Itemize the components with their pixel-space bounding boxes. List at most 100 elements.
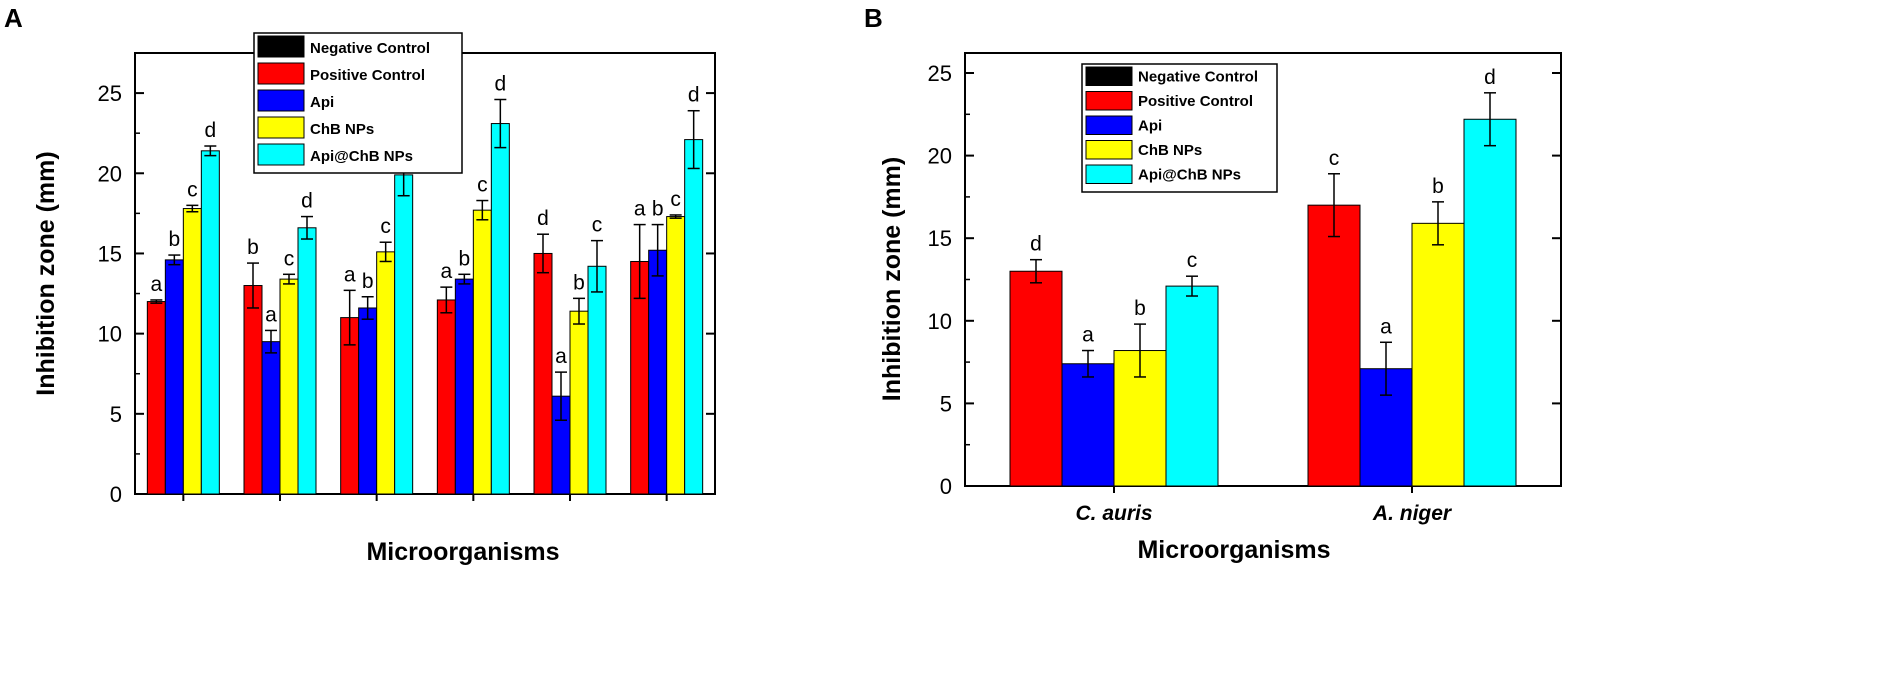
panel-a-y-axis-title: Inhibition zone (mm)	[32, 151, 60, 395]
panel-a-x-axis-title: Microorganisms	[366, 538, 559, 566]
panel-b-y-tick-label: 20	[928, 144, 952, 169]
panel-a-legend-label-negative-control: Negative Control	[310, 40, 430, 57]
panel-a-significance-letter: a	[344, 263, 356, 286]
panel-a-bar-chb-nps	[472, 209, 492, 495]
panel-b-x-axis-title: Microorganisms	[1137, 536, 1330, 564]
panel-b-legend-label-chb-nps: ChB NPs	[1138, 142, 1202, 159]
panel-a-significance-letter: c	[187, 178, 198, 201]
panel-b-significance-letter: c	[1187, 249, 1198, 272]
panel-a-significance-letter: d	[537, 207, 549, 230]
panel-a-significance-letter: d	[204, 119, 216, 142]
panel-a-significance-letter: b	[247, 236, 259, 259]
panel-b-y-axis: 0 5 10 15 20 25	[928, 61, 1561, 499]
panel-b-significance-letter: a	[1082, 324, 1094, 347]
panel-a-y-axis: 0 5 10 15 20 25	[98, 81, 715, 507]
panel-b-significance-letter: d	[1030, 233, 1042, 256]
panel-a-significance-letter: a	[265, 303, 277, 326]
panel-a-significance-letter: d	[301, 190, 313, 213]
panel-a-bar-api	[164, 259, 184, 495]
panel-b-letter: B	[864, 3, 883, 33]
panel-b-y-tick-label: 5	[940, 391, 952, 416]
panel-b-significance-letter: a	[1380, 315, 1392, 338]
panel-b-legend-label-positive-control: Positive Control	[1138, 93, 1253, 110]
panel-a-legend-swatch-api-chb-nps	[257, 143, 305, 166]
panel-a-bar-api	[358, 307, 378, 495]
panel-b: B 0 5 10 15 20 25 C. auris A. niger d a b c c a b d I…	[864, 3, 1562, 564]
panel-b-significance-letter: c	[1329, 147, 1340, 170]
panel-b-legend-swatch-chb-nps	[1085, 140, 1133, 160]
panel-a-bars: abcdbacdabcdabcddabcabcd	[146, 73, 704, 495]
panel-b-category-label: C. auris	[1075, 502, 1152, 525]
panel-a-bar-api-chb-nps	[587, 265, 607, 495]
panel-b-y-tick-label: 25	[928, 61, 952, 86]
panel-a-significance-letter: d	[688, 84, 700, 107]
panel-a-bar-chb-nps	[666, 216, 686, 495]
panel-b-y-tick-label: 15	[928, 226, 952, 251]
panel-a-significance-letter: c	[592, 214, 603, 237]
panel-b-legend-swatch-api-chb-nps	[1085, 164, 1133, 184]
panel-a-significance-letter: c	[284, 247, 295, 270]
panel-b-legend-swatch-api	[1085, 115, 1133, 135]
panel-a-significance-letter: b	[652, 198, 664, 221]
panel-b-plot-frame	[964, 52, 1562, 487]
panel-a-bar-api-chb-nps	[394, 174, 414, 495]
panel-a-legend: Negative Control Positive Control Api ChB N…	[253, 32, 463, 174]
panel-a-significance-letter: a	[555, 345, 567, 368]
panel-b-significance-letter: d	[1484, 66, 1496, 89]
panel-a-significance-letter: a	[634, 198, 646, 221]
panel-a-legend-swatch-negative-control	[257, 35, 305, 58]
panel-a-significance-letter: c	[670, 188, 681, 211]
panel-a-bar-api	[454, 278, 474, 495]
panel-a-letter: A	[4, 3, 23, 33]
panel-b-legend-swatch-negative-control	[1085, 66, 1133, 86]
panel-a-significance-letter: b	[168, 228, 180, 251]
panel-a-bar-api	[261, 341, 281, 495]
panel-b-bar-chb-nps	[1411, 222, 1465, 487]
panel-b-bar-api-chb-nps	[1165, 285, 1219, 487]
panel-a-bar-api-chb-nps	[200, 150, 220, 495]
panel-a-bar-positive-control	[243, 285, 263, 495]
panel-a-significance-letter: a	[150, 273, 162, 296]
panel-b-bar-positive-control	[1009, 270, 1063, 487]
panel-a-legend-swatch-api	[257, 89, 305, 112]
panel-b-significance-letter: b	[1432, 175, 1444, 198]
panel-b-bar-api-chb-nps	[1463, 118, 1517, 487]
panel-a-bar-chb-nps	[182, 208, 202, 495]
panel-a-legend-label-chb-nps: ChB NPs	[310, 121, 374, 138]
panel-a-bar-api-chb-nps	[490, 123, 510, 495]
panel-b-y-tick-label: 10	[928, 309, 952, 334]
panel-a-significance-letter: c	[477, 174, 488, 197]
panel-a-bar-chb-nps	[569, 310, 589, 495]
panel-a-bar-positive-control	[146, 301, 166, 495]
panel-a-bar-api	[648, 249, 668, 495]
panel-a-significance-letter: a	[440, 260, 452, 283]
panel-b-bar-api	[1061, 363, 1115, 487]
panel-a-significance-letter: b	[573, 271, 585, 294]
panel-a-y-tick-label: 10	[98, 322, 122, 347]
panel-b-y-tick-label: 0	[940, 474, 952, 499]
panel-a-legend-swatch-positive-control	[257, 62, 305, 85]
panel-a-y-tick-label: 15	[98, 241, 122, 266]
panel-b-bars: d a b c c a b d	[1009, 66, 1517, 487]
panel-a-y-tick-label: 20	[98, 161, 122, 186]
panel-b-legend: Negative Control Positive Control Api ChB N…	[1081, 63, 1278, 193]
panel-b-legend-label-api-chb-nps: Api@ChB NPs	[1138, 167, 1241, 184]
panel-b-category-label: A. niger	[1372, 502, 1453, 525]
panel-b-bar-positive-control	[1307, 204, 1361, 487]
panel-b-y-axis-title: Inhibition zone (mm)	[878, 157, 906, 401]
panel-a-bar-positive-control	[533, 252, 553, 495]
panel-a-legend-label-api-chb-nps: Api@ChB NPs	[310, 148, 413, 165]
panel-a-legend-label-api: Api	[310, 94, 334, 111]
panel-a-significance-letter: b	[458, 247, 470, 270]
panel-a-bar-api-chb-nps	[297, 227, 317, 495]
panel-a-significance-letter: b	[362, 270, 374, 293]
panel-a-bar-positive-control	[436, 299, 456, 495]
panel-a-y-tick-label: 25	[98, 81, 122, 106]
panel-a-bar-chb-nps	[279, 278, 299, 495]
panel-a-legend-swatch-chb-nps	[257, 116, 305, 139]
panel-a-y-tick-label: 5	[110, 402, 122, 427]
panel-b-legend-label-api: Api	[1138, 118, 1162, 135]
panel-b-legend-swatch-positive-control	[1085, 91, 1133, 111]
